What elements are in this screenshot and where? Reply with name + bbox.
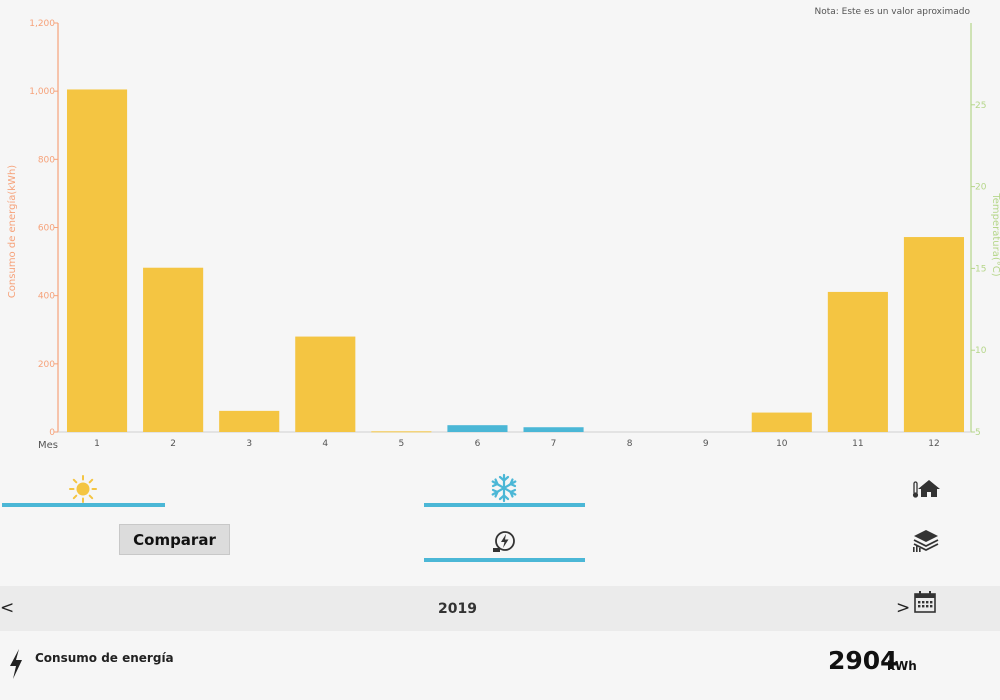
next-year-button[interactable]: > <box>896 598 911 618</box>
y-tick-label: 0 <box>49 428 55 438</box>
bar-month-6 <box>447 425 508 432</box>
bar-month-10 <box>751 412 812 432</box>
compare-button[interactable]: Comparar <box>119 524 230 555</box>
bar-month-3 <box>219 410 280 432</box>
x-axis-label: Mes <box>38 440 58 451</box>
y2-tick-label: 25 <box>975 101 986 111</box>
heating-mode-indicator <box>2 503 165 507</box>
y2-tick-label: 10 <box>975 346 987 356</box>
x-tick-label: 10 <box>776 439 788 449</box>
year-navigation-bar <box>0 586 1000 631</box>
cooling-mode-indicator <box>424 503 585 507</box>
y2-tick-label: 5 <box>975 428 981 438</box>
x-tick-label: 8 <box>627 439 633 449</box>
x-tick-label: 11 <box>852 439 863 449</box>
x-tick-label: 4 <box>322 439 328 449</box>
power-icon <box>491 529 517 562</box>
x-tick-label: 7 <box>551 439 557 449</box>
year-label: 2019 <box>438 601 477 617</box>
power-mode-indicator <box>424 558 585 562</box>
lightning-icon <box>8 648 24 680</box>
sun-icon <box>68 474 98 511</box>
thermometer-house-icon <box>912 476 942 502</box>
x-tick-label: 9 <box>703 439 709 449</box>
bar-month-11 <box>827 291 888 432</box>
bar-month-7 <box>523 427 584 432</box>
energy-consumption-value: 2904 <box>828 646 898 675</box>
y2-tick-label: 15 <box>975 264 986 274</box>
y-tick-label: 400 <box>38 292 55 302</box>
x-tick-label: 6 <box>475 439 481 449</box>
y2-tick-label: 20 <box>975 183 987 193</box>
energy-consumption-unit: kWh <box>887 659 917 673</box>
bar-month-4 <box>295 336 356 432</box>
y-tick-label: 800 <box>38 155 55 165</box>
layers-icon <box>912 528 940 554</box>
bar-month-5 <box>371 431 432 433</box>
snowflake-icon <box>489 473 519 510</box>
y2-axis-label: Temperatura(°C) <box>990 192 1000 276</box>
energy-consumption-chart: 02004006008001,0001,200510152025Consumo … <box>6 19 1000 451</box>
previous-year-button[interactable]: < <box>0 598 15 618</box>
x-tick-label: 12 <box>928 439 939 449</box>
y-tick-label: 1,200 <box>29 19 55 29</box>
approximate-value-note: Nota: Este es un valor aproximado <box>814 7 970 17</box>
bar-month-1 <box>66 89 128 433</box>
energy-consumption-label: Consumo de energía <box>35 651 174 665</box>
energy-summary <box>0 631 1000 689</box>
y-tick-label: 1,000 <box>29 87 55 97</box>
y-tick-label: 200 <box>38 360 55 370</box>
x-tick-label: 2 <box>170 439 176 449</box>
bar-month-2 <box>143 267 204 432</box>
calendar-icon[interactable] <box>913 590 937 614</box>
bar-month-12 <box>903 237 965 432</box>
x-tick-label: 1 <box>94 439 100 449</box>
y-tick-label: 600 <box>38 224 55 234</box>
x-tick-label: 3 <box>246 439 252 449</box>
y-axis-label: Consumo de energía(kWh) <box>6 165 18 298</box>
x-tick-label: 5 <box>399 439 405 449</box>
